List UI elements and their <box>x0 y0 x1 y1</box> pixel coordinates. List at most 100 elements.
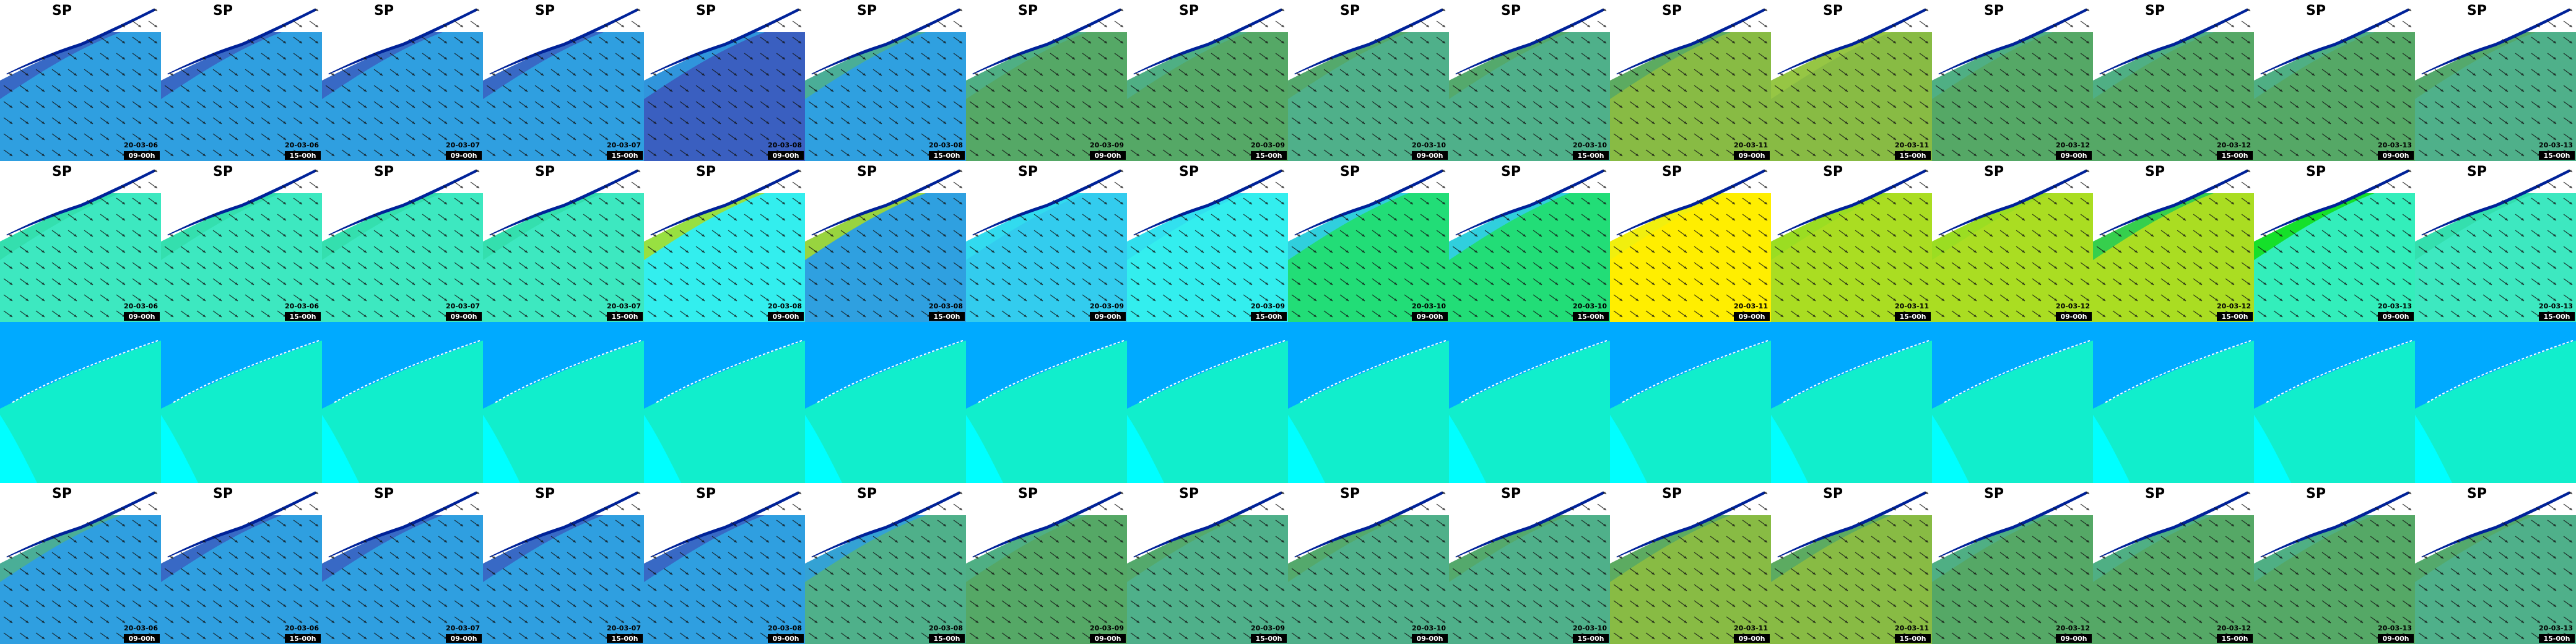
time-label: 15-00h <box>1577 635 1604 643</box>
map-panel: SP 20-03-09 09-00h <box>966 483 1127 644</box>
region-title: SP <box>374 164 394 180</box>
date-label: 20-03-12 <box>2056 141 2090 149</box>
time-label: 15-00h <box>289 313 316 321</box>
land-mask <box>1288 161 1449 238</box>
time-label: 09-00h <box>772 313 799 321</box>
land-mask <box>1288 483 1449 560</box>
date-label: 20-03-08 <box>768 141 802 149</box>
map-panel: SP 20-03-09 15-00h <box>1127 483 1288 644</box>
time-box <box>607 151 643 160</box>
map-panel <box>483 322 644 483</box>
land-mask <box>2254 483 2415 560</box>
region-title: SP <box>1018 3 1038 19</box>
map-panel: SP 20-03-13 15-00h <box>2415 161 2576 322</box>
time-box <box>1412 312 1448 321</box>
land-mask <box>1771 0 1932 77</box>
map-panel <box>1771 322 1932 483</box>
time-box <box>1251 312 1287 321</box>
region-title: SP <box>2145 3 2165 19</box>
region-title: SP <box>213 486 233 502</box>
coastline <box>2266 340 2413 403</box>
time-box <box>768 634 804 643</box>
date-label: 20-03-13 <box>2378 141 2412 149</box>
land-mask <box>0 161 161 238</box>
time-label: 09-00h <box>128 152 155 160</box>
coastline <box>173 340 320 403</box>
date-label: 20-03-08 <box>768 624 802 632</box>
time-label: 09-00h <box>1094 313 1121 321</box>
shelf-region <box>2093 415 2130 483</box>
date-label: 20-03-13 <box>2539 141 2573 149</box>
shelf-region <box>1771 415 1808 483</box>
land-mask <box>1932 0 2093 77</box>
date-label: 20-03-12 <box>2056 624 2090 632</box>
region-title: SP <box>2306 486 2326 502</box>
map-panel: SP 20-03-13 09-00h <box>2254 161 2415 322</box>
region-title: SP <box>52 3 72 19</box>
time-label: 15-00h <box>289 635 316 643</box>
time-label: 15-00h <box>289 152 316 160</box>
date-label: 20-03-11 <box>1734 302 1768 310</box>
region-title: SP <box>2467 486 2487 502</box>
map-panel: SP 20-03-06 09-00h <box>0 161 161 322</box>
date-label: 20-03-11 <box>1895 302 1929 310</box>
time-label: 15-00h <box>1255 635 1282 643</box>
date-label: 20-03-13 <box>2539 624 2573 632</box>
time-label: 09-00h <box>1416 152 1443 160</box>
land-mask <box>161 483 322 560</box>
region-title: SP <box>2467 3 2487 19</box>
time-box <box>1895 634 1931 643</box>
shelf-region <box>2415 415 2452 483</box>
map-panel: SP 20-03-11 15-00h <box>1771 161 1932 322</box>
time-box <box>2056 151 2092 160</box>
date-label: 20-03-11 <box>1895 624 1929 632</box>
time-label: 09-00h <box>1416 313 1443 321</box>
time-label: 15-00h <box>2221 152 2248 160</box>
date-label: 20-03-06 <box>285 141 319 149</box>
date-label: 20-03-09 <box>1251 624 1285 632</box>
time-label: 15-00h <box>611 313 638 321</box>
map-panel <box>2254 322 2415 483</box>
time-label: 15-00h <box>2221 313 2248 321</box>
region-title: SP <box>1179 486 1199 502</box>
date-label: 20-03-06 <box>285 624 319 632</box>
date-label: 20-03-09 <box>1251 302 1285 310</box>
land-mask <box>1932 161 2093 238</box>
region-title: SP <box>213 164 233 180</box>
land-mask <box>644 483 805 560</box>
time-label: 09-00h <box>1094 152 1121 160</box>
time-label: 09-00h <box>772 152 799 160</box>
time-label: 15-00h <box>1255 313 1282 321</box>
land-mask <box>2093 161 2254 238</box>
map-panel: SP 20-03-09 15-00h <box>1127 161 1288 322</box>
region-title: SP <box>696 3 716 19</box>
time-box <box>1734 634 1770 643</box>
land-mask <box>0 0 161 77</box>
date-label: 20-03-06 <box>285 302 319 310</box>
region-title: SP <box>535 164 555 180</box>
land-mask <box>644 0 805 77</box>
land-mask <box>1610 483 1771 560</box>
map-panel: SP 20-03-08 09-00h <box>644 0 805 161</box>
time-box <box>2378 312 2414 321</box>
map-panel: SP 20-03-10 15-00h <box>1449 0 1610 161</box>
time-label: 09-00h <box>2382 152 2409 160</box>
map-panel <box>1127 322 1288 483</box>
map-panel: SP 20-03-09 09-00h <box>966 0 1127 161</box>
time-box <box>1734 312 1770 321</box>
coastline <box>817 340 964 403</box>
date-label: 20-03-08 <box>929 141 963 149</box>
map-panel: SP 20-03-11 09-00h <box>1610 161 1771 322</box>
map-panel: SP 20-03-06 15-00h <box>161 161 322 322</box>
date-label: 20-03-09 <box>1090 624 1124 632</box>
region-title: SP <box>1179 3 1199 19</box>
shelf-region <box>1288 415 1325 483</box>
date-label: 20-03-13 <box>2539 302 2573 310</box>
date-label: 20-03-07 <box>446 302 480 310</box>
time-box <box>1895 312 1931 321</box>
map-panel: SP 20-03-12 15-00h <box>2093 483 2254 644</box>
date-label: 20-03-09 <box>1251 141 1285 149</box>
land-mask <box>483 161 644 238</box>
time-box <box>929 151 965 160</box>
